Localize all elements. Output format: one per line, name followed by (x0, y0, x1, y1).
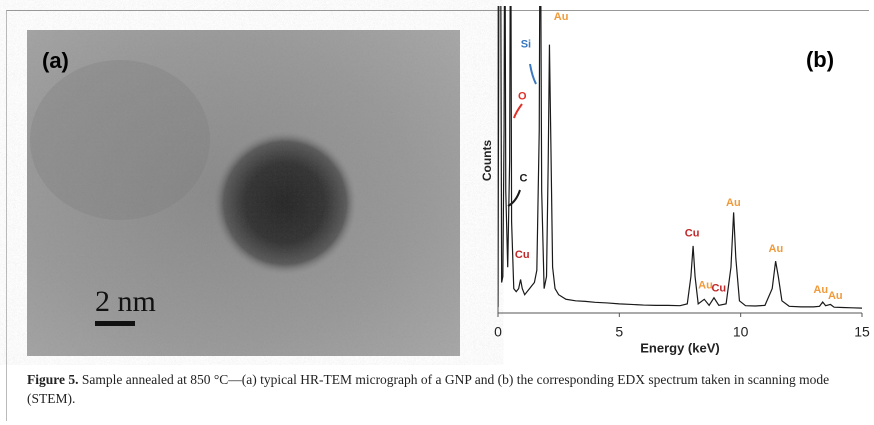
scale-bar (95, 321, 135, 326)
peak-label: Au (554, 11, 569, 23)
peak-label: C (520, 173, 528, 185)
x-tick-label: 10 (733, 324, 749, 340)
caption-text: Sample annealed at 850 °C—(a) typical HR… (27, 372, 830, 406)
peak-label: Si (521, 39, 531, 51)
peak-label: Cu (711, 283, 726, 295)
panel-label: (a) (42, 48, 69, 73)
caption-label: Figure 5. (27, 372, 79, 387)
scale-bar-label: 2 nm (95, 285, 156, 318)
arrow (529, 63, 537, 85)
arrow (507, 189, 521, 207)
panel-label: (b) (806, 47, 834, 72)
figure-frame (6, 10, 869, 421)
peak-label: Cu (685, 228, 700, 240)
peak-label: Au (828, 290, 843, 302)
peak-label: Au (813, 284, 828, 296)
peak-label: Au (698, 279, 713, 291)
x-tick-label: 15 (854, 324, 870, 340)
y-axis-label: Counts (480, 140, 494, 182)
figure: (a) 2 nm 0 5 10 15 Energy (keV) Counts (b) Si O C… (27, 6, 870, 356)
peak-label: Cu (515, 249, 530, 261)
spectrum-line (498, 6, 863, 309)
peak-label: Au (726, 197, 741, 209)
tem-noise (27, 30, 460, 356)
x-axis-label: Energy (keV) (640, 340, 719, 355)
peak-label: O (518, 90, 527, 102)
peak-label: Au (769, 243, 784, 255)
caption: Figure 5. Sample annealed at 850 °C—(a) … (27, 370, 857, 408)
arrow (513, 103, 523, 119)
x-tick-label: 0 (494, 324, 502, 340)
x-tick-label: 5 (615, 324, 623, 340)
